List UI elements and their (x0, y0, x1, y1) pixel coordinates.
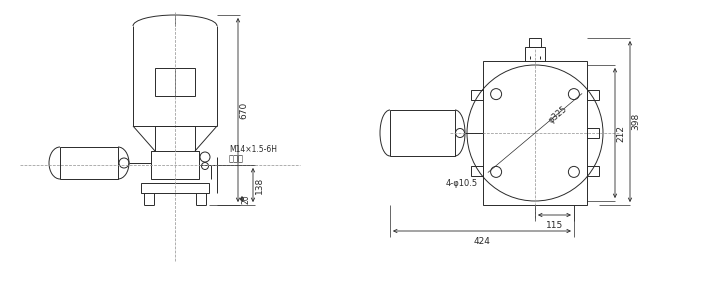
Text: φ325: φ325 (547, 105, 569, 125)
Bar (525, 47, 545, 61)
Bar (60, 147, 118, 179)
Text: M14×1.5-6H: M14×1.5-6H (229, 146, 277, 155)
Text: 670: 670 (239, 101, 249, 119)
Text: 424: 424 (474, 237, 490, 246)
Text: 398: 398 (631, 113, 641, 130)
Text: 4-φ10.5: 4-φ10.5 (446, 178, 478, 187)
Bar (390, 110, 455, 156)
Text: 20: 20 (242, 194, 250, 204)
Text: 138: 138 (255, 176, 263, 194)
Bar (151, 151, 199, 179)
Bar (529, 38, 541, 47)
Bar (155, 68, 195, 96)
Text: 115: 115 (546, 221, 563, 230)
Bar (141, 183, 209, 193)
Bar (587, 128, 599, 138)
Bar (587, 166, 599, 176)
Bar (587, 90, 599, 100)
Text: 212: 212 (616, 124, 626, 142)
Bar (483, 61, 587, 205)
Bar (471, 90, 483, 100)
Text: 出油口: 出油口 (229, 155, 244, 164)
Bar (471, 166, 483, 176)
